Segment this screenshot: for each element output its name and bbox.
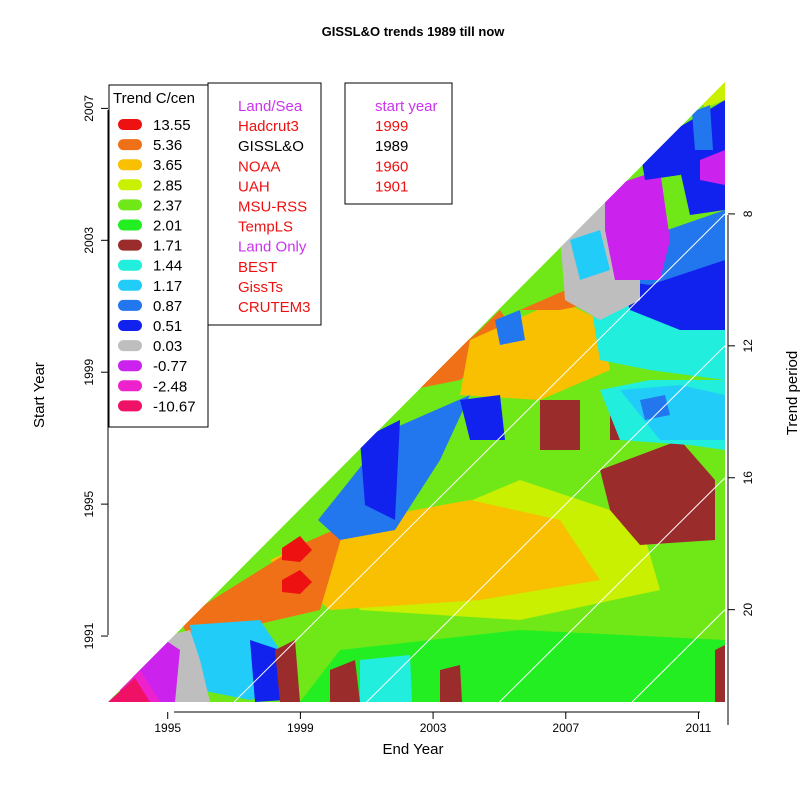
- legend-label: 2.01: [153, 218, 182, 235]
- trend-legend: Trend C/cen 13.55 5.36 3.65 2.85 2.37 2.01 1.7…: [108, 84, 209, 428]
- heatmap-region-30: [330, 660, 360, 702]
- legend-swatch: [118, 299, 142, 311]
- heatmap-region-33: [715, 645, 725, 702]
- legend-swatch: [118, 139, 142, 151]
- x-tick-label: 1995: [154, 721, 181, 735]
- legend-swatch: [118, 360, 142, 372]
- heatmap-region-13: [540, 400, 580, 450]
- dataset-label: GissTs: [238, 279, 283, 296]
- legend-swatch: [118, 400, 142, 412]
- heatmap-region-31: [360, 655, 412, 702]
- trend-period-line-20: [631, 609, 725, 702]
- y2-tick-label: 12: [741, 339, 755, 353]
- heatmap-region-39: [108, 678, 150, 702]
- start-year-label: 1989: [375, 138, 408, 155]
- dataset-label: BEST: [238, 259, 277, 276]
- heatmap-region-6: [460, 300, 610, 400]
- heatmap-region-41: [495, 310, 525, 345]
- heatmap-region-25: [605, 170, 670, 280]
- dataset-label: Land Only: [238, 239, 307, 256]
- datasets-legend-box: [207, 82, 322, 326]
- y2-tick-label: 8: [741, 210, 755, 217]
- trend-period-line-8: [233, 213, 725, 702]
- legend-label: 13.55: [153, 117, 191, 134]
- y2-axis-title: Trend period: [784, 351, 800, 436]
- heatmap-region-15: [600, 440, 715, 545]
- dataset-label: TempLS: [238, 219, 293, 236]
- x-axis-ticks: 1995 1999 2003 2007 2011: [154, 712, 712, 735]
- legend-swatch: [118, 279, 142, 291]
- legend-label: 3.65: [153, 157, 182, 174]
- heatmap-region-8: [282, 536, 312, 562]
- legend-label: -0.77: [153, 358, 187, 375]
- trend-period-line-12: [366, 345, 725, 702]
- legend-label: -10.67: [153, 398, 196, 415]
- heatmap-area: [108, 82, 725, 702]
- dataset-label: UAH: [238, 178, 270, 195]
- x-tick-label: 2003: [420, 721, 447, 735]
- trend-period-line-16: [499, 477, 725, 702]
- y2-tick-label: 16: [741, 471, 755, 485]
- y2-tick-label: 20: [741, 603, 755, 617]
- start-year-label: 1999: [375, 118, 408, 135]
- chart-title: GISSL&O trends 1989 till now: [322, 24, 506, 39]
- trend-legend-title: Trend C/cen: [113, 90, 195, 107]
- heatmap-region-32: [440, 665, 462, 702]
- heatmap-region-12: [460, 395, 505, 440]
- dataset-label: CRUTEM3: [238, 299, 311, 316]
- x-tick-label: 2007: [552, 721, 579, 735]
- y2-axis-ticks: 8 12 16 20: [728, 210, 755, 616]
- y-tick-label: 1991: [82, 622, 96, 649]
- dataset-label: MSU-RSS: [238, 199, 307, 216]
- legend-swatch: [118, 119, 142, 130]
- legend-label: 2.37: [153, 197, 182, 214]
- legend-label: 0.87: [153, 298, 182, 315]
- legend-label: 1.17: [153, 278, 182, 295]
- legend-swatch: [118, 219, 142, 231]
- legend-swatch: [118, 340, 142, 352]
- dataset-label: Land/Sea: [238, 98, 303, 115]
- x-axis-title: End Year: [383, 741, 444, 758]
- y-tick-label: 2007: [82, 95, 96, 122]
- y-axis-ticks: 1991 1995 1999 2003 2007: [82, 95, 108, 649]
- dataset-label: NOAA: [238, 158, 281, 175]
- dataset-label: GISSL&O: [238, 138, 304, 155]
- heatmap-region-28: [692, 105, 713, 150]
- dataset-label: Hadcrut3: [238, 118, 299, 135]
- legend-swatch: [118, 320, 142, 331]
- legend-label: 1.71: [153, 238, 182, 255]
- legend-swatch: [118, 179, 142, 191]
- heatmap-region-23: [570, 230, 610, 280]
- heatmap-region-18: [640, 395, 670, 420]
- heatmap-region-9: [282, 570, 312, 594]
- legend-swatch: [118, 259, 142, 271]
- y-axis-title: Start Year: [31, 362, 48, 428]
- y-tick-label: 1999: [82, 359, 96, 386]
- x-tick-label: 2011: [686, 721, 712, 735]
- legend-label: 2.85: [153, 177, 182, 194]
- legend-swatch: [118, 159, 142, 171]
- start-year-legend: start year 1999 1989 1960 1901: [344, 82, 453, 205]
- legend-swatch: [118, 380, 142, 392]
- start-year-label: 1901: [375, 178, 408, 195]
- start-year-label: start year: [375, 98, 438, 115]
- y-tick-label: 1995: [82, 490, 96, 517]
- legend-label: 0.51: [153, 318, 182, 335]
- heatmap-region-11: [360, 420, 400, 520]
- start-year-label: 1960: [375, 158, 408, 175]
- legend-label: 0.03: [153, 338, 182, 355]
- legend-label: -2.48: [153, 378, 187, 395]
- y-tick-label: 2003: [82, 227, 96, 254]
- datasets-legend: Land/Sea Hadcrut3 GISSL&O NOAA UAH MSU-RSS Tem…: [207, 82, 322, 326]
- legend-swatch: [118, 199, 142, 211]
- x-tick-label: 1999: [287, 721, 314, 735]
- heatmap-region-29: [700, 150, 725, 185]
- start-year-legend-box: [344, 82, 453, 205]
- legend-label: 1.44: [153, 258, 182, 275]
- heatmap-region-27: [700, 82, 725, 108]
- legend-swatch: [118, 239, 142, 251]
- legend-label: 5.36: [153, 137, 182, 154]
- trend-period-lines: [233, 213, 725, 702]
